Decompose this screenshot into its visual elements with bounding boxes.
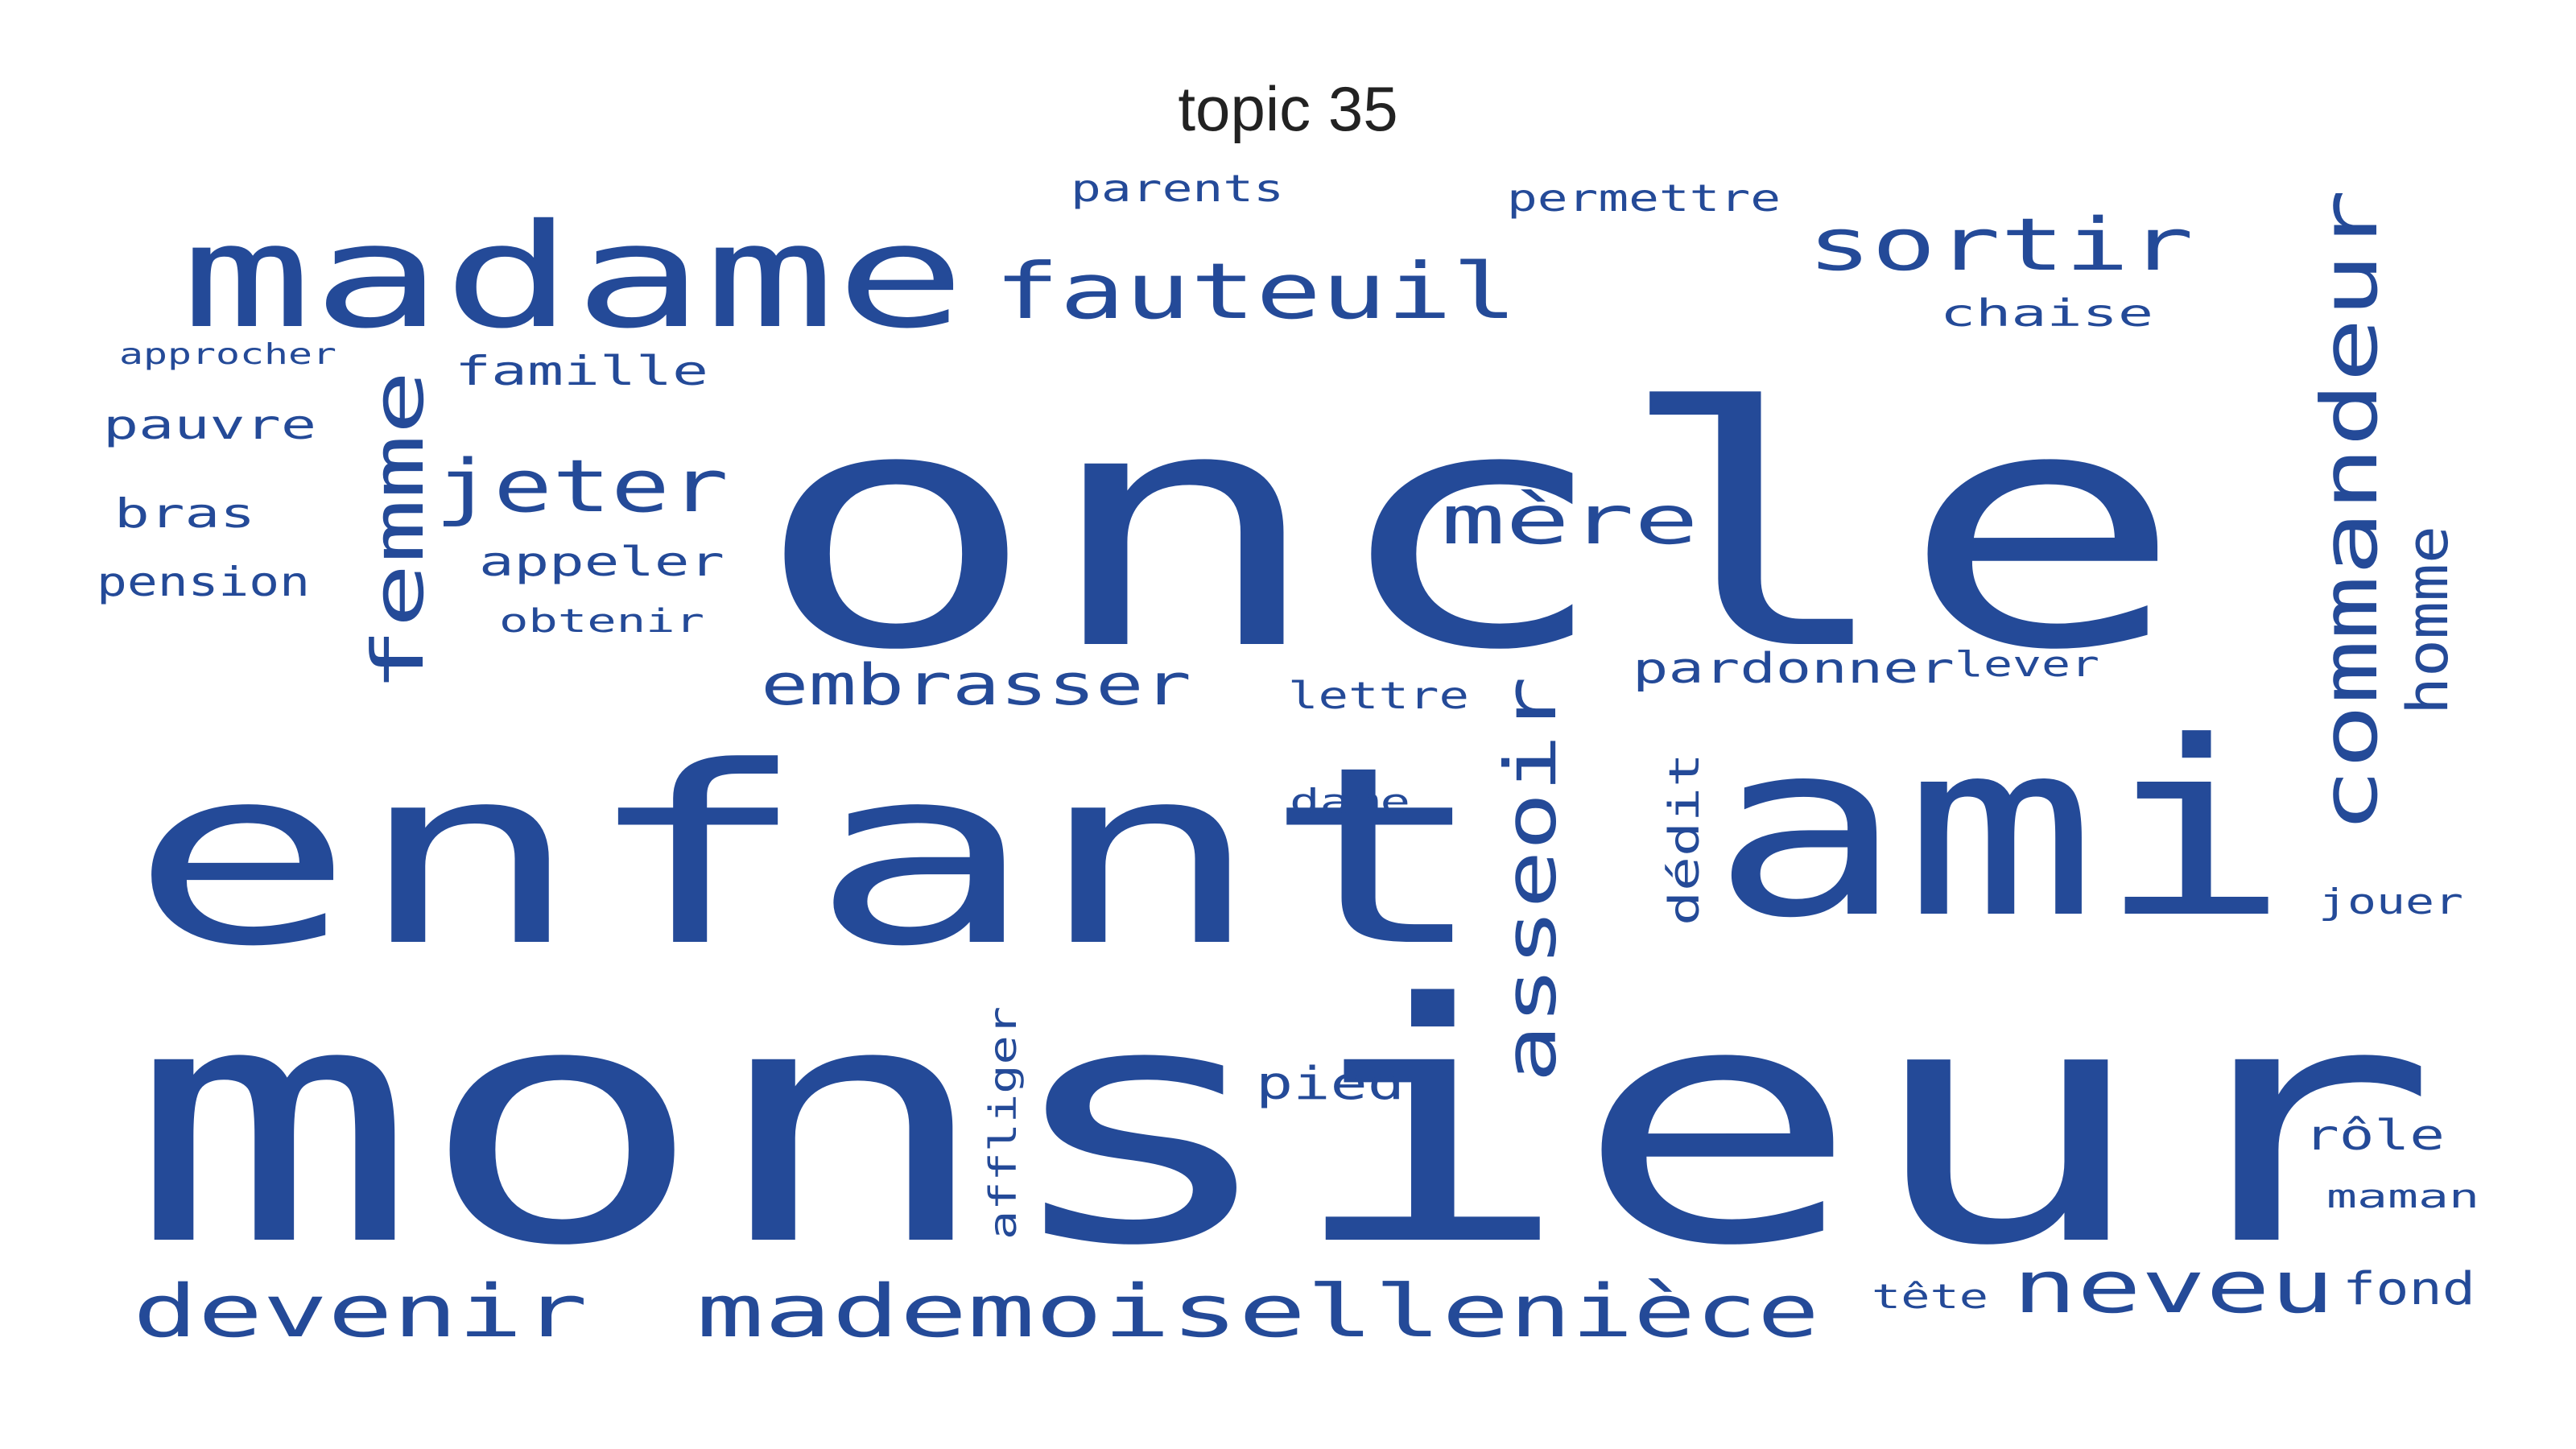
word-devenir: devenir (133, 1269, 588, 1354)
word-lever: lever (1955, 644, 2099, 685)
word-dame: dame (1290, 782, 1410, 821)
word-oncle: oncle (753, 337, 2186, 722)
word-commandeur: commandeur (2305, 189, 2395, 833)
word-fauteuil: fauteuil (994, 246, 1517, 336)
word-pauvre: pauvre (103, 402, 316, 448)
word-pension: pension (97, 559, 310, 605)
word-monsieur: monsieur (129, 933, 2439, 1318)
word-obtenir: obtenir (499, 603, 704, 640)
word-chaise: chaise (1940, 291, 2153, 335)
word-parents: parents (1071, 167, 1284, 210)
word-ami: ami (1711, 690, 2290, 971)
word-tete: tête (1872, 1277, 1988, 1316)
word-bras: bras (114, 490, 255, 537)
word-approcher: approcher (119, 338, 336, 371)
word-dedit: dédit (1661, 753, 1709, 926)
word-mademoiselle: mademoiselle (696, 1269, 1509, 1354)
figure-title: topic 35 (1178, 73, 1398, 144)
word-neveu: neveu (2013, 1245, 2334, 1330)
word-lettre: lettre (1288, 674, 1469, 717)
word-pied: pied (1256, 1058, 1405, 1110)
word-permettre: permettre (1507, 176, 1781, 220)
word-jeter: jeter (435, 444, 729, 529)
word-madame: madame (181, 193, 966, 360)
word-enfant: enfant (129, 714, 1489, 1000)
word-jouer: jouer (2318, 881, 2463, 923)
word-appeler: appeler (479, 539, 724, 585)
word-mere: mère (1441, 481, 1699, 559)
word-role: rôle (2304, 1112, 2445, 1160)
word-maman: maman (2326, 1179, 2479, 1216)
word-pardonner: pardonner (1633, 645, 1955, 693)
word-femme: femme (357, 370, 440, 692)
word-niece: nièce (1509, 1269, 1819, 1354)
word-embrasser: embrasser (761, 652, 1191, 718)
word-famille: famille (455, 348, 708, 394)
word-affliger: affliger (981, 1006, 1025, 1240)
word-homme: homme (2395, 526, 2461, 715)
word-fond: fond (2343, 1263, 2475, 1315)
word-asseoir: asseoir (1489, 676, 1572, 1083)
word-sortir: sortir (1807, 203, 2194, 287)
